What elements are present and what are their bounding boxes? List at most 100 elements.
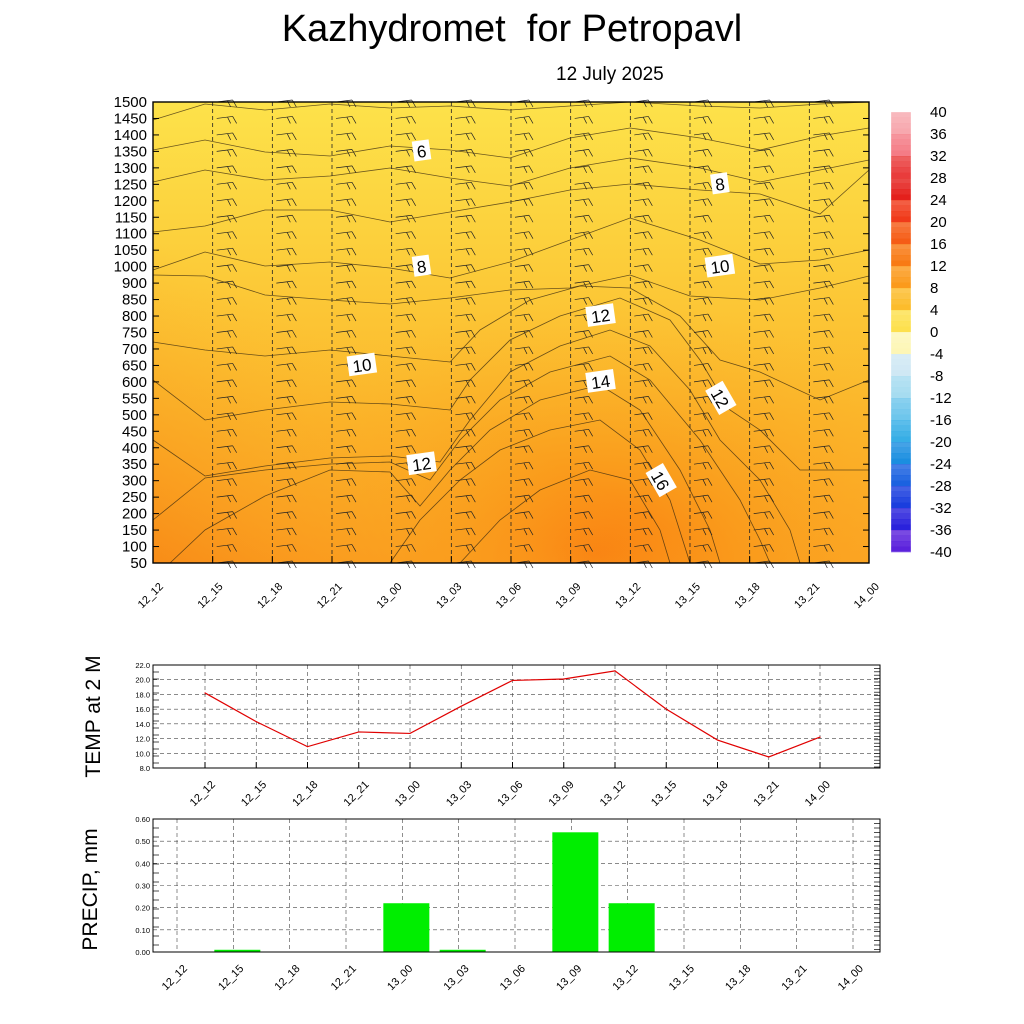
wind-barb <box>813 198 834 206</box>
wind-barb <box>395 478 416 486</box>
colorbar-cell <box>891 453 911 459</box>
wind-barb <box>753 478 774 486</box>
wind-barb <box>395 544 416 552</box>
wind-barb <box>455 280 476 289</box>
precip-y-tick-label: 0.20 <box>135 904 150 913</box>
wind-barb <box>216 280 237 289</box>
colorbar-cell <box>891 530 911 536</box>
wind-barb <box>693 280 713 289</box>
y-tick-label: 300 <box>122 473 147 490</box>
precip-x-tick-label: 12_21 <box>329 963 359 993</box>
wind-barb <box>216 445 237 453</box>
x-tick-label: 12_12 <box>136 581 166 611</box>
wind-barb <box>216 412 237 420</box>
wind-barb <box>813 247 834 256</box>
y-tick-label: 400 <box>122 440 147 457</box>
colorbar-cell <box>891 398 911 404</box>
wind-barb <box>813 494 834 503</box>
wind-barb <box>574 297 593 305</box>
temp-y-tick-label: 12.0 <box>135 735 150 744</box>
wind-barb <box>634 116 653 124</box>
y-tick-label: 150 <box>122 522 147 539</box>
wind-barb <box>634 330 653 338</box>
precip-y-tick-label: 0.60 <box>135 815 150 824</box>
wind-barb <box>395 297 416 305</box>
wind-barb <box>574 214 593 223</box>
wind-barb <box>335 527 357 536</box>
wind-barb <box>395 527 416 536</box>
colorbar-cell <box>891 167 911 173</box>
precip-y-tick-label: 0.00 <box>135 948 150 957</box>
wind-barb <box>455 363 476 371</box>
x-tick-label: 12_18 <box>255 581 285 611</box>
wind-barb <box>634 264 653 272</box>
wind-barb <box>753 165 774 174</box>
temp-point <box>614 670 616 672</box>
wind-barb <box>216 214 237 223</box>
wind-barb <box>455 214 476 223</box>
wind-barb <box>693 132 713 141</box>
wind-barb <box>335 330 357 338</box>
wind-barb <box>395 346 416 355</box>
wind-barb <box>693 116 713 124</box>
colorbar-cell <box>891 519 911 525</box>
colorbar-cell <box>891 288 911 294</box>
wind-barb <box>813 165 834 174</box>
wind-barb <box>455 247 476 256</box>
precip-y-tick-label: 0.50 <box>135 837 150 846</box>
wind-barb <box>276 511 297 519</box>
colorbar-cell <box>891 469 911 476</box>
contour-label-bg <box>585 369 616 393</box>
temp-x-tick-label: 13_21 <box>752 779 782 809</box>
precip-x-tick-label: 14_00 <box>836 963 866 993</box>
colorbar-cell <box>891 508 911 514</box>
wind-barb <box>813 231 834 239</box>
temp-x-tick-label: 13_00 <box>393 779 423 809</box>
wind-barb <box>693 461 713 470</box>
wind-barb <box>753 527 774 536</box>
temp-panel-border <box>152 664 881 769</box>
wind-barb <box>693 149 713 157</box>
colorbar-cell <box>891 436 911 443</box>
wind-barb <box>634 132 653 141</box>
colorbar-cell <box>891 282 911 289</box>
temp-point <box>563 678 565 680</box>
wind-barb <box>514 165 534 174</box>
wind-barb <box>693 181 713 190</box>
colorbar-cell <box>891 227 911 234</box>
wind-barb <box>216 116 237 124</box>
colorbar-cell <box>891 200 911 206</box>
wind-barb <box>574 231 593 239</box>
wind-barb <box>514 231 534 239</box>
colorbar-cell <box>891 409 911 415</box>
colorbar-cell <box>891 321 911 327</box>
contour-line <box>152 329 801 564</box>
wind-barb <box>335 149 357 157</box>
wind-barb <box>514 511 534 519</box>
wind-barb <box>693 363 713 371</box>
colorbar-cell <box>891 326 911 333</box>
wind-barb <box>574 330 593 338</box>
wind-barb <box>395 198 416 206</box>
wind-barb <box>634 494 653 503</box>
precip-x-tick-label: 13_12 <box>610 963 640 993</box>
y-tick-label: 100 <box>122 539 147 556</box>
precip-bar <box>214 949 261 952</box>
colorbar-cell <box>891 150 911 157</box>
wind-barb <box>335 198 357 206</box>
colorbar-cell <box>891 431 911 437</box>
colorbar-cell <box>891 139 911 146</box>
wind-barb <box>634 412 653 420</box>
temp-x-tick-label: 12_15 <box>239 779 269 809</box>
wind-barb <box>574 346 593 355</box>
wind-barb <box>514 149 534 157</box>
colorbar-cell <box>891 123 911 129</box>
precip-x-tick-label: 13_06 <box>498 963 528 993</box>
colorbar-tick-label: 32 <box>930 148 947 165</box>
wind-barb <box>335 478 357 486</box>
wind-barb <box>634 379 653 388</box>
wind-barb <box>574 428 593 437</box>
temp-y-tick-label: 14.0 <box>135 720 150 729</box>
colorbar-tick-label: 16 <box>930 236 947 253</box>
wind-barb <box>395 428 416 437</box>
